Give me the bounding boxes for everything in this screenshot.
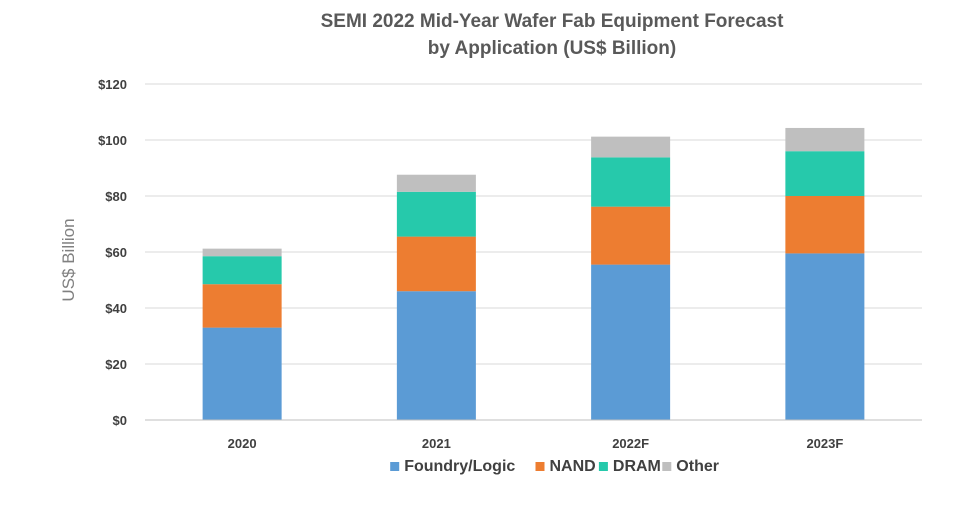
bar-segment-nand [396,236,476,292]
bar-segment-other [785,127,865,152]
x-tick-label: 2020 [228,436,257,451]
bar-segment-foundry-logic [785,253,865,420]
y-axis-label: US$ Billion [59,218,78,301]
bar-segment-nand [202,284,282,328]
legend-label: NAND [550,458,596,475]
y-tick-label: $0 [113,413,127,428]
bar-segment-nand [591,206,671,265]
bar-segment-dram [591,157,671,207]
y-tick-label: $20 [105,357,127,372]
y-tick-label: $80 [105,189,127,204]
y-axis-ticks: $0 $20 $40 $60 $80 $100 $120 [98,77,127,428]
legend-label: Other [676,458,719,475]
bar-segment-foundry-logic [591,264,671,420]
bar-segment-dram [202,256,282,285]
legend-label: Foundry/Logic [404,458,515,475]
legend-swatch [390,462,400,471]
bar-segment-nand [785,196,865,254]
legend-swatch [598,462,608,471]
legend-swatch [662,462,672,471]
bar-segment-other [591,136,671,158]
y-tick-label: $40 [105,301,127,316]
x-tick-label: 2022F [612,436,649,451]
legend-swatch [535,462,545,471]
legend: Foundry/Logic NAND DRAM Other [390,458,719,475]
legend-label: DRAM [613,458,661,475]
x-tick-label: 2023F [806,436,843,451]
bar-segment-foundry-logic [396,291,476,420]
x-axis-ticks: 2020 2021 2022F 2023F [228,436,844,451]
y-tick-label: $120 [98,77,127,92]
bar-segment-dram [785,151,865,196]
bars [202,127,865,420]
bar-segment-other [202,248,282,257]
x-tick-label: 2021 [422,436,451,451]
chart-title-line-2: by Application (US$ Billion) [428,38,676,59]
bar-segment-dram [396,191,476,237]
bar-segment-foundry-logic [202,327,282,420]
y-tick-label: $100 [98,133,127,148]
chart-title-line-1: SEMI 2022 Mid-Year Wafer Fab Equipment F… [321,11,784,32]
y-tick-label: $60 [105,245,127,260]
bar-segment-other [396,174,476,192]
